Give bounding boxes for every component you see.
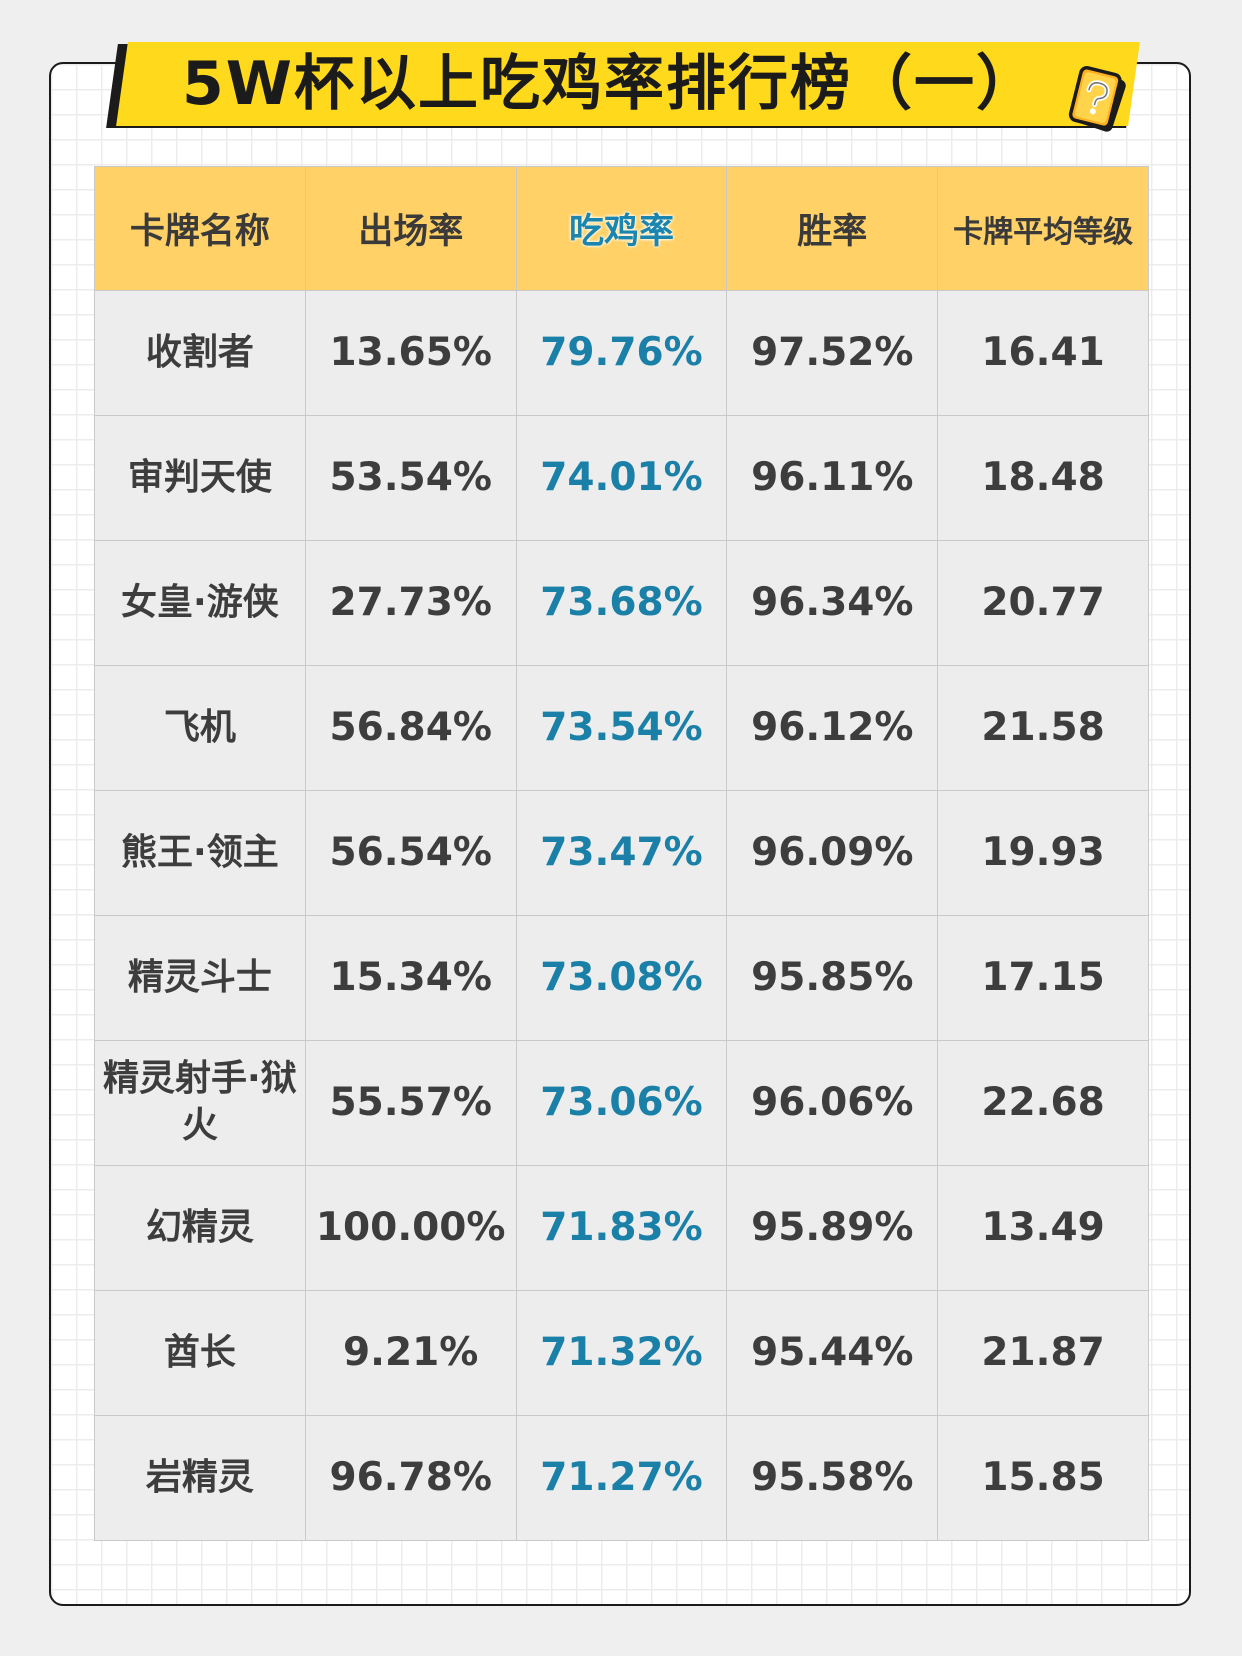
card-name-cell: 酋长 — [94, 1290, 306, 1416]
table-row: 岩精灵 96.78% 71.27% 95.58% 15.85 — [94, 1415, 1149, 1541]
win-rate-cell: 96.34% — [726, 540, 939, 666]
table-row: 女皇·游侠 27.73% 73.68% 96.34% 20.77 — [94, 540, 1149, 666]
card-name-cell: 飞机 — [94, 665, 306, 791]
top1-rate-cell: 73.06% — [515, 1040, 728, 1166]
top1-rate-cell: 73.08% — [515, 915, 728, 1041]
appearance-rate-cell: 13.65% — [304, 290, 517, 416]
appearance-rate-cell: 55.57% — [304, 1040, 517, 1166]
header-avg-level: 卡牌平均等级 — [937, 166, 1149, 291]
win-rate-cell: 96.11% — [726, 415, 939, 541]
appearance-rate-cell: 15.34% — [304, 915, 517, 1041]
table-row: 精灵斗士 15.34% 73.08% 95.85% 17.15 — [94, 915, 1149, 1041]
avg-level-cell: 20.77 — [937, 540, 1149, 666]
win-rate-cell: 95.44% — [726, 1290, 939, 1416]
card-name-cell: 幻精灵 — [94, 1165, 306, 1291]
win-rate-cell: 95.85% — [726, 915, 939, 1041]
page-title: 5W杯以上吃鸡率排行榜（一） — [182, 49, 1038, 119]
card-name-cell: 女皇·游侠 — [94, 540, 306, 666]
win-rate-cell: 96.12% — [726, 665, 939, 791]
win-rate-cell: 95.89% — [726, 1165, 939, 1291]
avg-level-cell: 13.49 — [937, 1165, 1149, 1291]
table-header-row: 卡牌名称 出场率 吃鸡率 胜率 卡牌平均等级 — [94, 166, 1149, 291]
appearance-rate-cell: 56.54% — [304, 790, 517, 916]
ranking-table: 卡牌名称 出场率 吃鸡率 胜率 卡牌平均等级 收割者 13.65% 79.76%… — [94, 166, 1149, 1541]
table-row: 飞机 56.84% 73.54% 96.12% 21.58 — [94, 665, 1149, 791]
table-row: 熊王·领主 56.54% 73.47% 96.09% 19.93 — [94, 790, 1149, 916]
top1-rate-cell: 73.68% — [515, 540, 728, 666]
table-row: 幻精灵 100.00% 71.83% 95.89% 13.49 — [94, 1165, 1149, 1291]
card-name-cell: 审判天使 — [94, 415, 306, 541]
table-row: 精灵射手·狱火 55.57% 73.06% 96.06% 22.68 — [94, 1040, 1149, 1166]
avg-level-cell: 21.87 — [937, 1290, 1149, 1416]
header-appearance-rate: 出场率 — [304, 166, 517, 291]
table-row: 酋长 9.21% 71.32% 95.44% 21.87 — [94, 1290, 1149, 1416]
appearance-rate-cell: 96.78% — [304, 1415, 517, 1541]
top1-rate-cell: 73.47% — [515, 790, 728, 916]
top1-rate-cell: 79.76% — [515, 290, 728, 416]
win-rate-cell: 96.06% — [726, 1040, 939, 1166]
header-win-rate: 胜率 — [726, 166, 939, 291]
top1-rate-cell: 71.83% — [515, 1165, 728, 1291]
avg-level-cell: 19.93 — [937, 790, 1149, 916]
top1-rate-cell: 71.32% — [515, 1290, 728, 1416]
appearance-rate-cell: 9.21% — [304, 1290, 517, 1416]
header-card-name: 卡牌名称 — [94, 166, 306, 291]
avg-level-cell: 21.58 — [937, 665, 1149, 791]
table-row: 收割者 13.65% 79.76% 97.52% 16.41 — [94, 290, 1149, 416]
win-rate-cell: 95.58% — [726, 1415, 939, 1541]
appearance-rate-cell: 53.54% — [304, 415, 517, 541]
card-name-cell: 收割者 — [94, 290, 306, 416]
avg-level-cell: 15.85 — [937, 1415, 1149, 1541]
avg-level-cell: 22.68 — [937, 1040, 1149, 1166]
header-top1-rate: 吃鸡率 — [515, 166, 728, 291]
avg-level-cell: 17.15 — [937, 915, 1149, 1041]
table-row: 审判天使 53.54% 74.01% 96.11% 18.48 — [94, 415, 1149, 541]
win-rate-cell: 96.09% — [726, 790, 939, 916]
appearance-rate-cell: 27.73% — [304, 540, 517, 666]
card-name-cell: 岩精灵 — [94, 1415, 306, 1541]
card-name-cell: 熊王·领主 — [94, 790, 306, 916]
avg-level-cell: 16.41 — [937, 290, 1149, 416]
top1-rate-cell: 74.01% — [515, 415, 728, 541]
appearance-rate-cell: 100.00% — [304, 1165, 517, 1291]
top1-rate-cell: 73.54% — [515, 665, 728, 791]
card-question-icon — [1068, 66, 1126, 132]
card-name-cell: 精灵射手·狱火 — [94, 1040, 306, 1166]
appearance-rate-cell: 56.84% — [304, 665, 517, 791]
top1-rate-cell: 71.27% — [515, 1415, 728, 1541]
avg-level-cell: 18.48 — [937, 415, 1149, 541]
card-name-cell: 精灵斗士 — [94, 915, 306, 1041]
win-rate-cell: 97.52% — [726, 290, 939, 416]
